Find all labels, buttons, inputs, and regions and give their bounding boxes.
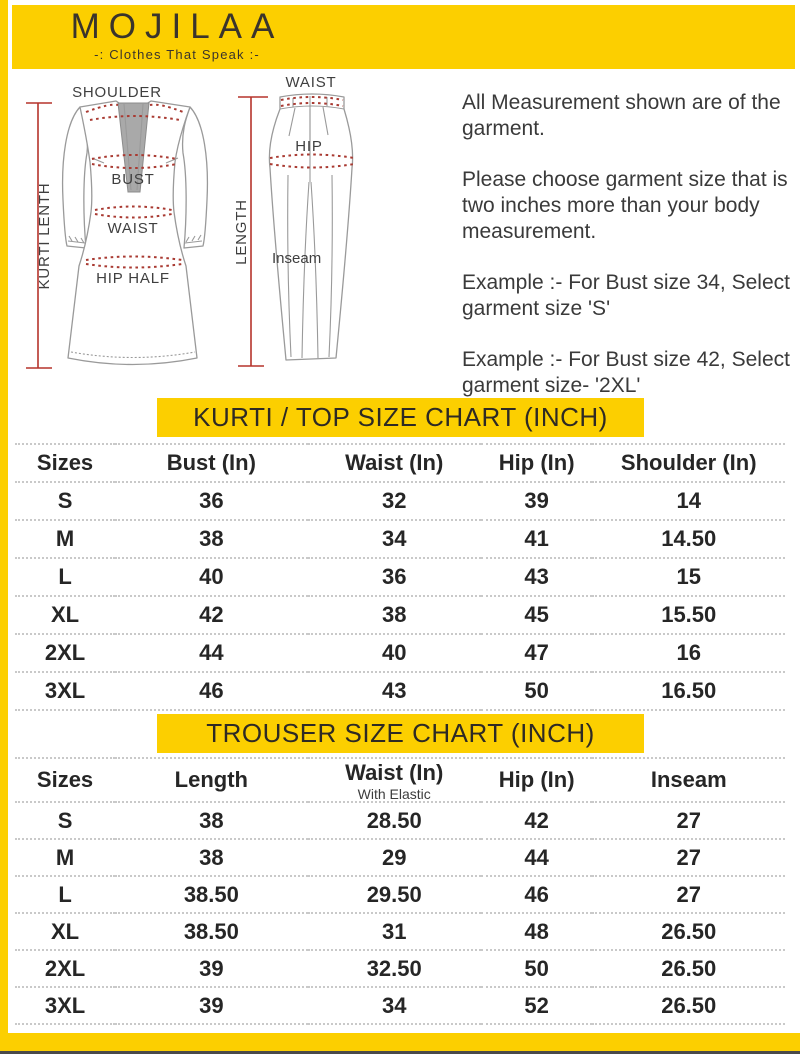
brand-tagline: -: Clothes That Speak :- [94, 47, 260, 62]
size-label: L [58, 564, 72, 589]
trouser-inseam-label: Inseam [272, 250, 321, 267]
kurti-col-sizes: Sizes [36, 450, 94, 475]
kurti-col-waist: Waist (In) [345, 450, 444, 475]
kurti-body [67, 100, 198, 366]
trouser-chart-title: TROUSER SIZE CHART (INCH) [157, 714, 644, 753]
size-label: 3XL [44, 992, 86, 1018]
header-band: MOJILAA -: Clothes That Speak :- [12, 5, 795, 69]
size-label: L [58, 881, 72, 907]
trouser-header-row: Sizes Length Waist (In) With Elastic Hip… [15, 758, 785, 802]
kurti-col-hip: Hip (In) [498, 450, 575, 475]
trouser-hip-label: HIP [295, 138, 322, 155]
kurti-sleeve-right [181, 106, 209, 249]
size-label: 2XL [44, 640, 86, 665]
measurement-diagram: KURTI LENTH SHOULDER BUST WAIST HIP HALF [26, 74, 355, 369]
table-row: 3XL 39 34 52 26.50 [15, 987, 785, 1024]
size-label: 3XL [44, 678, 86, 703]
trouser-illustration: LENGTH WAIST HIP Inseam [233, 74, 355, 367]
table-row: 2XL 39 32.50 50 26.50 [15, 950, 785, 987]
kurti-size-table: Sizes Bust (In) Waist (In) Hip (In) Shou… [15, 443, 785, 711]
kurti-col-shoulder: Shoulder (In) [620, 450, 757, 475]
bottom-accent-bar [0, 1033, 800, 1051]
size-label: 2XL [44, 955, 86, 981]
kurti-shoulder-label: SHOULDER [72, 84, 162, 101]
table-row: S 38 28.50 42 27 [15, 802, 785, 839]
trouser-col-sizes: Sizes [36, 767, 94, 792]
kurti-illustration: KURTI LENTH SHOULDER BUST WAIST HIP HALF [26, 84, 209, 369]
waist-elastic-note: With Elastic [357, 785, 431, 802]
kurti-hip-half-label: HIP HALF [96, 270, 170, 287]
kurti-header-row: Sizes Bust (In) Waist (In) Hip (In) Shou… [15, 444, 785, 482]
kurti-length-label: KURTI LENTH [36, 183, 53, 290]
trouser-length-label: LENGTH [233, 199, 250, 265]
bottom-edge-line [0, 1051, 800, 1054]
table-row: M 38 34 41 14.50 [15, 520, 785, 558]
size-label: S [57, 807, 73, 833]
size-label: M [55, 844, 75, 870]
table-row: 2XL 44 40 47 16 [15, 634, 785, 672]
size-label: M [55, 526, 75, 551]
table-row: M 38 29 44 27 [15, 839, 785, 876]
kurti-chart-title: KURTI / TOP SIZE CHART (INCH) [157, 398, 644, 437]
kurti-col-bust: Bust (In) [166, 450, 256, 475]
table-row: L 40 36 43 15 [15, 558, 785, 596]
trouser-waist-label: WAIST [286, 74, 337, 91]
trouser-col-inseam: Inseam [650, 767, 727, 792]
measurement-notes: All Measurement shown are of the garment… [462, 90, 798, 424]
trouser-body [268, 93, 354, 361]
table-row: S 36 32 39 14 [15, 482, 785, 520]
trouser-size-table: Sizes Length Waist (In) With Elastic Hip… [15, 757, 785, 1025]
table-row: 3XL 46 43 50 16.50 [15, 672, 785, 710]
note-choose-size: Please choose garment size that is two i… [462, 168, 788, 243]
table-row: L 38.50 29.50 46 27 [15, 876, 785, 913]
trouser-col-waist: Waist (In) With Elastic [308, 758, 481, 802]
brand-block: MOJILAA -: Clothes That Speak :- [34, 7, 320, 62]
table-row: XL 42 38 45 15.50 [15, 596, 785, 634]
size-label: XL [50, 602, 80, 627]
table-row: XL 38.50 31 48 26.50 [15, 913, 785, 950]
kurti-bust-label: BUST [111, 171, 154, 188]
note-garment-measurement: All Measurement shown are of the garment… [462, 91, 781, 140]
note-example-s: Example :- For Bust size 34, Select garm… [462, 271, 790, 320]
trouser-col-length: Length [174, 767, 248, 792]
brand-logo: MOJILAA [70, 7, 284, 46]
size-label: S [57, 488, 73, 513]
kurti-waist-label: WAIST [108, 220, 159, 237]
left-accent-strip [0, 0, 8, 1054]
note-example-2xl: Example :- For Bust size 42, Select garm… [462, 348, 790, 397]
trouser-col-hip: Hip (In) [498, 767, 575, 792]
size-label: XL [50, 918, 80, 944]
